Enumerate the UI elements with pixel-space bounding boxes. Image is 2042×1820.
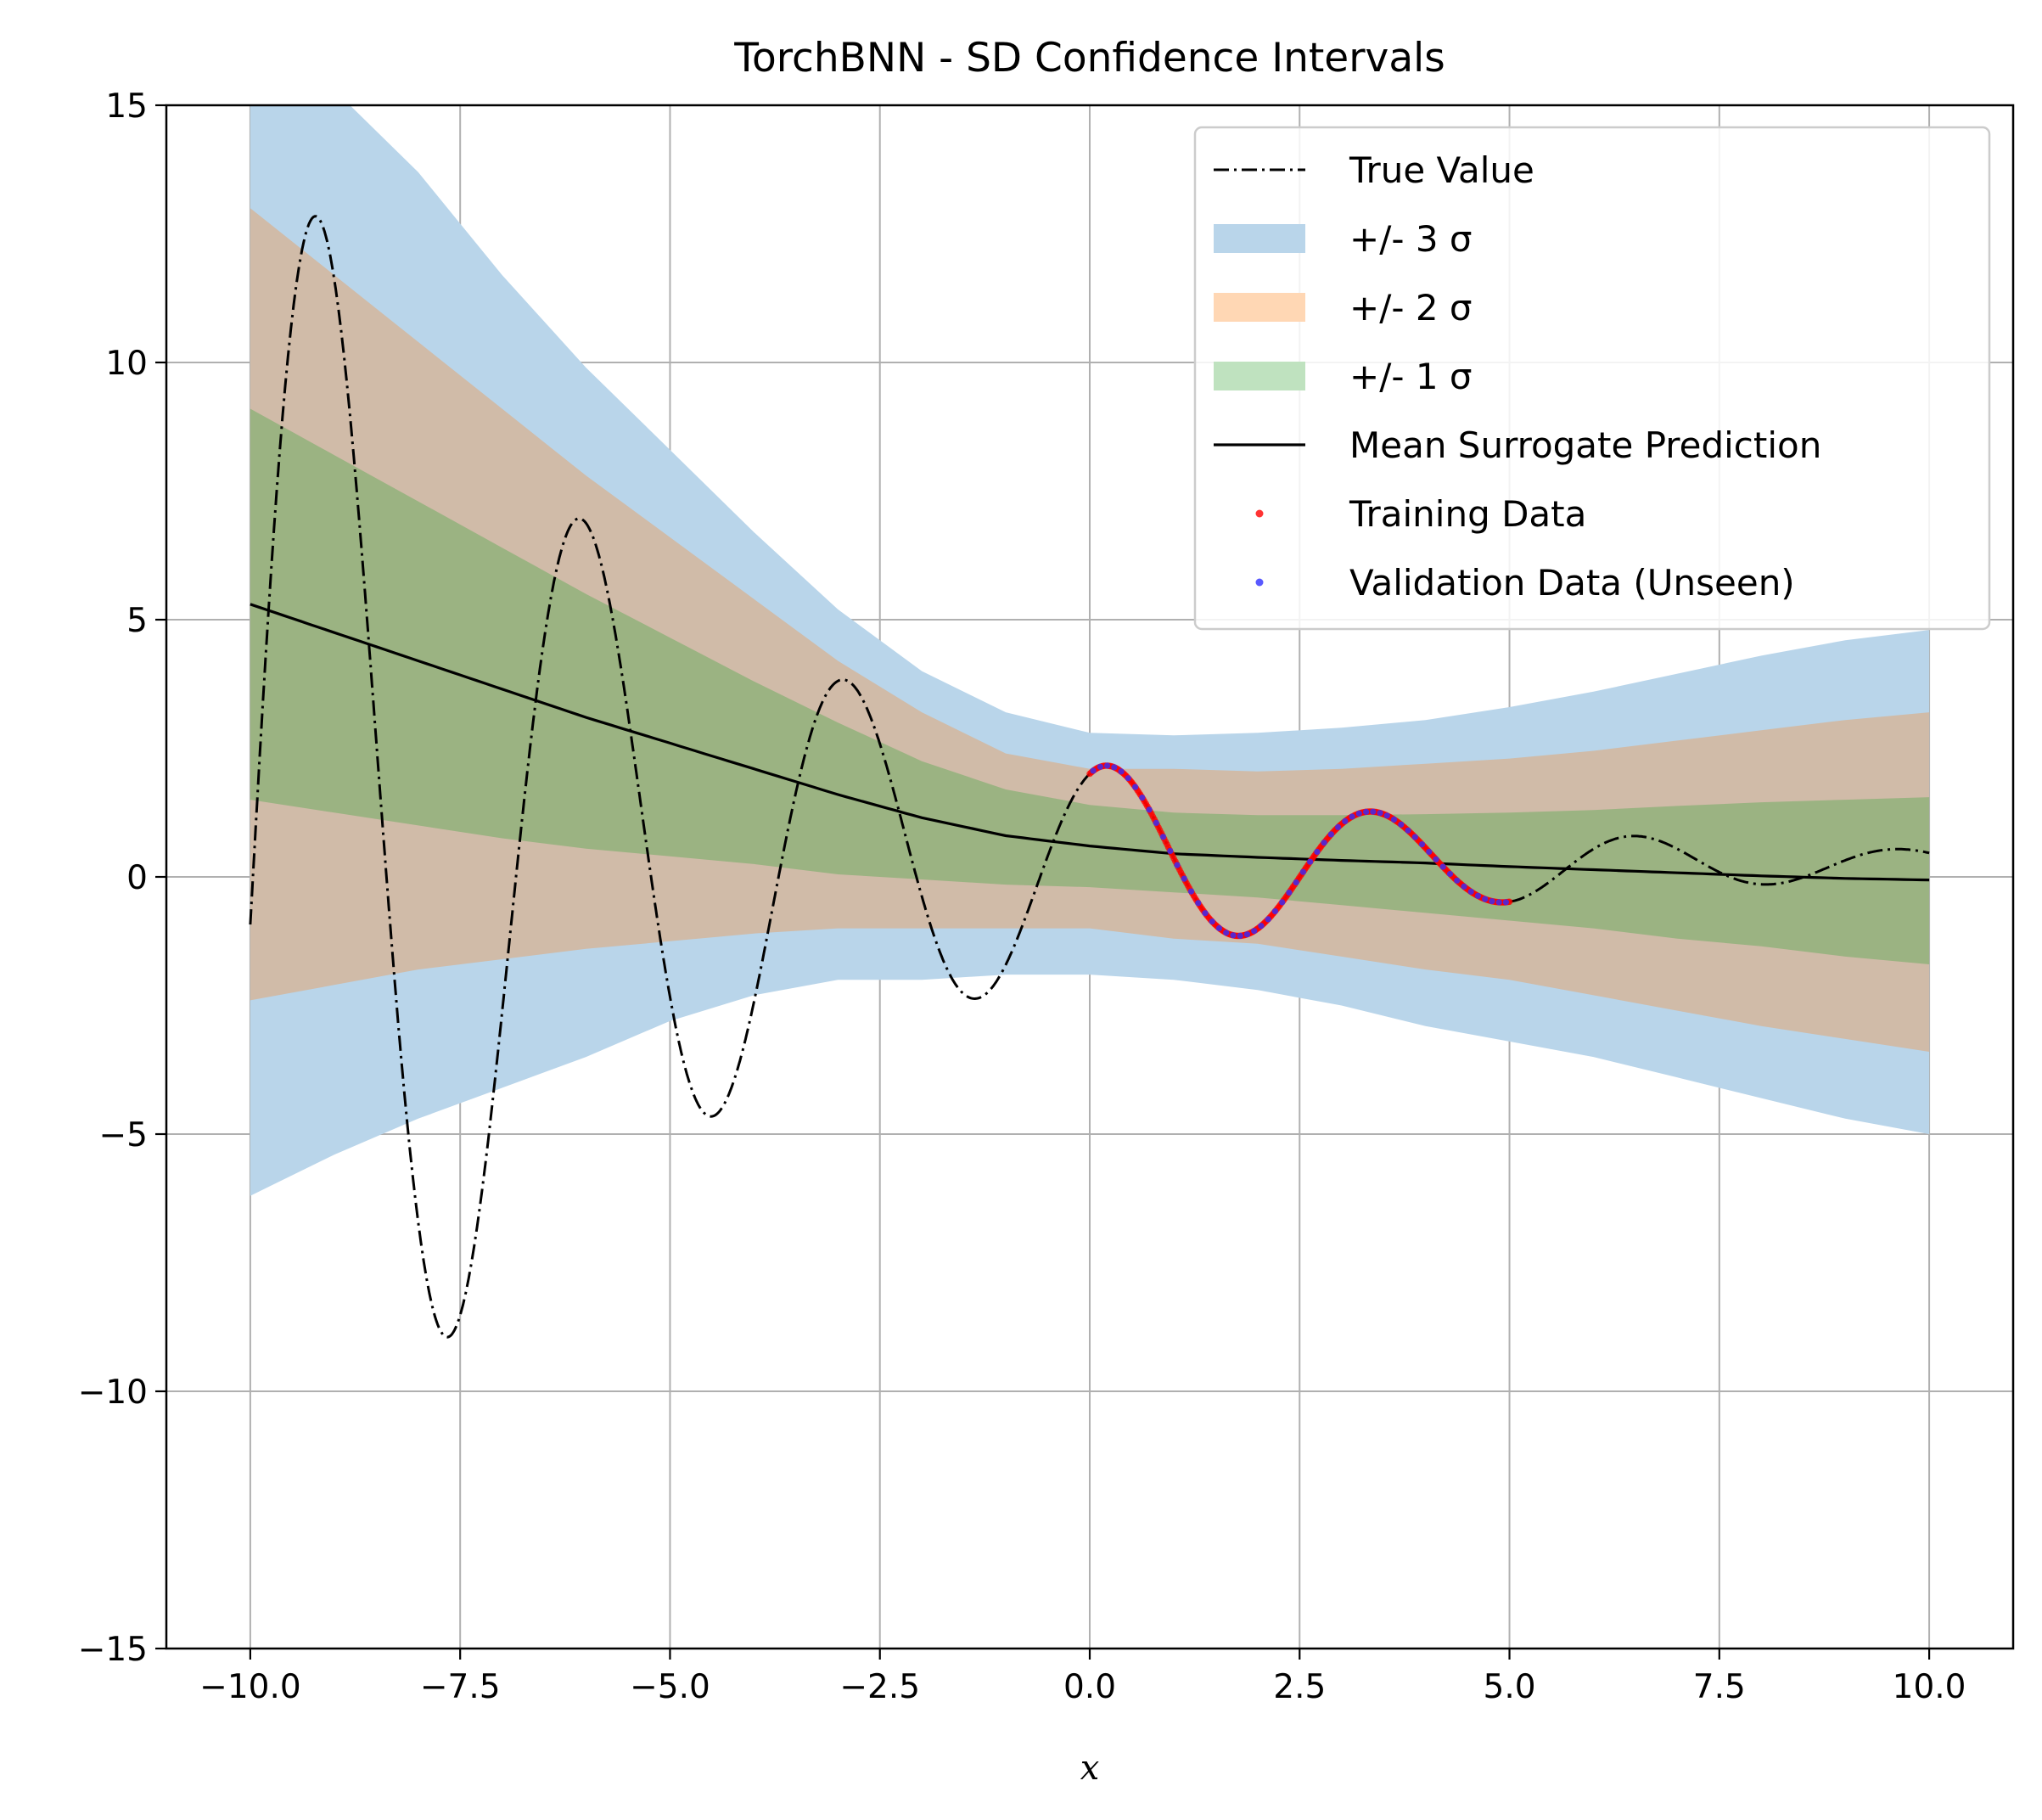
x-tick-label: −10.0 xyxy=(199,1668,301,1706)
legend-handle-band2 xyxy=(1214,293,1305,322)
chart-title: TorchBNN - SD Confidence Intervals xyxy=(733,35,1445,81)
validation-point xyxy=(1411,834,1418,840)
legend: True Value +/- 3 σ +/- 2 σ +/- 1 σ Mean Surr… xyxy=(1193,126,1991,631)
x-tick-label: 2.5 xyxy=(1273,1668,1326,1706)
y-tick-label: 15 xyxy=(105,87,148,126)
validation-point xyxy=(1467,888,1474,895)
validation-point xyxy=(1454,877,1461,884)
validation-point xyxy=(1265,916,1271,923)
y-tick-label: 5 xyxy=(126,602,148,640)
validation-point xyxy=(1209,918,1215,925)
validation-point xyxy=(1174,862,1181,868)
validation-point xyxy=(1230,932,1237,939)
validation-point xyxy=(1418,841,1426,848)
validation-point xyxy=(1146,806,1153,813)
y-tick-label: 10 xyxy=(105,345,148,383)
validation-point xyxy=(1271,907,1278,915)
legend-handle-band1 xyxy=(1214,362,1305,390)
legend-handle-validation xyxy=(1255,578,1264,587)
validation-point xyxy=(1299,868,1306,875)
legend-label: +/- 1 σ xyxy=(1349,356,1473,397)
x-axis-label: x xyxy=(1080,1749,1100,1788)
validation-point xyxy=(1195,900,1202,907)
x-tick-label: 10.0 xyxy=(1893,1668,1966,1706)
validation-point xyxy=(1125,775,1131,782)
x-tick-label: −5.0 xyxy=(630,1668,710,1706)
legend-label: True Value xyxy=(1349,149,1534,191)
validation-point xyxy=(1139,795,1146,801)
validation-point xyxy=(1495,899,1502,906)
y-tick-label: −15 xyxy=(78,1631,148,1669)
validation-point xyxy=(1439,863,1446,870)
validation-point xyxy=(1104,762,1111,769)
validation-point xyxy=(1223,930,1230,936)
validation-point xyxy=(1097,763,1103,770)
validation-point xyxy=(1370,808,1377,815)
validation-point xyxy=(1433,856,1439,862)
validation-point xyxy=(1349,813,1355,820)
validation-point xyxy=(1446,870,1454,878)
validation-point xyxy=(1327,831,1334,838)
mean-prediction-line xyxy=(250,603,1930,882)
legend-label: +/- 2 σ xyxy=(1349,287,1473,329)
validation-point xyxy=(1167,847,1174,855)
confidence-bands xyxy=(250,105,1930,1196)
validation-point xyxy=(1251,928,1258,935)
validation-point xyxy=(1398,821,1405,828)
legend-box xyxy=(1193,126,1991,631)
validation-point xyxy=(1187,888,1195,895)
x-tick-label: 5.0 xyxy=(1484,1668,1536,1706)
y-tick-label: 0 xyxy=(126,859,148,897)
validation-point xyxy=(1426,848,1433,856)
validation-point xyxy=(1258,923,1265,930)
validation-point xyxy=(1159,834,1167,840)
legend-label: +/- 3 σ xyxy=(1349,218,1473,260)
x-tick-label: −7.5 xyxy=(420,1668,501,1706)
validation-point xyxy=(1181,875,1187,882)
validation-point xyxy=(1342,817,1349,825)
validation-point xyxy=(1355,810,1362,817)
validation-point xyxy=(1111,764,1118,771)
band-1-sigma xyxy=(250,408,1930,964)
legend-handle-band3 xyxy=(1214,224,1305,253)
validation-point xyxy=(1132,784,1139,790)
validation-point xyxy=(1279,899,1286,906)
validation-point xyxy=(1237,932,1243,939)
validation-point xyxy=(1314,848,1321,856)
y-tick-label: −10 xyxy=(78,1373,148,1412)
validation-point xyxy=(1405,827,1411,834)
validation-point xyxy=(1293,879,1299,886)
x-tick-label: 0.0 xyxy=(1063,1668,1116,1706)
validation-point xyxy=(1215,924,1223,931)
legend-label: Training Data xyxy=(1349,493,1586,535)
validation-point xyxy=(1335,823,1342,831)
validation-point xyxy=(1243,931,1251,938)
y-tick-label: −5 xyxy=(99,1116,149,1154)
validation-point xyxy=(1286,889,1293,896)
validation-point xyxy=(1502,899,1509,906)
validation-point xyxy=(1153,819,1159,827)
validation-point xyxy=(1321,840,1327,846)
validation-point xyxy=(1202,910,1209,917)
validation-point xyxy=(1390,816,1398,823)
validation-point xyxy=(1383,812,1390,819)
validation-point xyxy=(1474,892,1482,899)
validation-point xyxy=(1118,768,1125,775)
legend-label: Validation Data (Unseen) xyxy=(1349,562,1795,604)
validation-point xyxy=(1461,883,1467,890)
legend-label: Mean Surrogate Prediction xyxy=(1349,424,1821,466)
x-tick-label: 7.5 xyxy=(1693,1668,1746,1706)
validation-point xyxy=(1090,767,1097,774)
data-points xyxy=(1086,762,1513,940)
validation-point xyxy=(1363,808,1370,816)
legend-handle-training xyxy=(1255,509,1264,518)
axis-ticks: −10.0 −7.5 −5.0 −2.5 0.0 2.5 5.0 7.5 10.0 −15 −10 −… xyxy=(78,87,1966,1706)
validation-point xyxy=(1377,810,1383,817)
validation-point xyxy=(1489,898,1495,905)
validation-point xyxy=(1482,896,1489,902)
validation-point xyxy=(1307,858,1314,865)
x-tick-label: −2.5 xyxy=(839,1668,920,1706)
